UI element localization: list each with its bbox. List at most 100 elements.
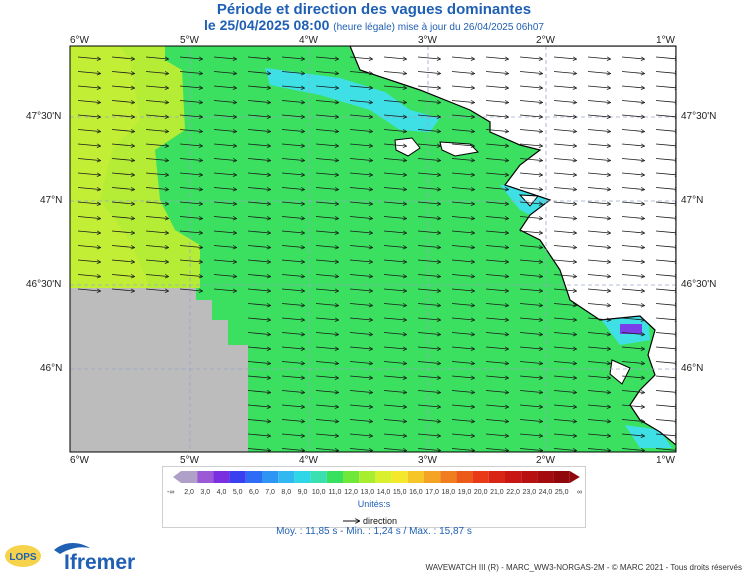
- direction-arrow: [485, 404, 508, 407]
- direction-arrow: [281, 332, 304, 335]
- legend-start-triangle: [173, 471, 181, 483]
- legend-value: 4,0: [217, 489, 227, 496]
- direction-arrow: [655, 56, 676, 59]
- direction-arrow: [213, 201, 236, 204]
- direction-arrow: [349, 114, 372, 117]
- direction-arrow: [587, 201, 610, 204]
- direction-arrow: [315, 259, 338, 262]
- legend-swatch: [440, 471, 457, 483]
- legend-value: 10,0: [312, 489, 326, 496]
- direction-arrow: [383, 448, 406, 451]
- direction-arrow: [315, 158, 338, 161]
- direction-arrow: [315, 390, 338, 393]
- direction-arrow: [451, 56, 474, 59]
- direction-arrow: [247, 100, 270, 103]
- legend-value: 21,0: [490, 489, 504, 496]
- direction-arrow: [485, 448, 508, 451]
- direction-arrow: [281, 288, 304, 291]
- direction-arrow: [621, 448, 644, 451]
- lops-logo-icon: LOPS: [5, 545, 41, 567]
- direction-arrow: [655, 129, 676, 132]
- direction-arrow: [587, 85, 610, 88]
- direction-arrow: [655, 201, 676, 204]
- direction-arrow: [621, 143, 644, 146]
- direction-arrow: [485, 56, 508, 59]
- direction-arrow: [587, 187, 610, 190]
- legend-value: 24,0: [539, 489, 553, 496]
- direction-arrow: [417, 172, 440, 175]
- direction-arrow: [145, 274, 168, 277]
- direction-arrow: [281, 390, 304, 393]
- direction-arrow: [77, 129, 100, 132]
- direction-arrow: [111, 56, 134, 59]
- direction-arrow: [485, 390, 508, 393]
- direction-arrow: [383, 230, 406, 233]
- no-data-zone: [70, 288, 248, 452]
- direction-arrow: [349, 71, 372, 74]
- direction-arrow: [315, 71, 338, 74]
- direction-arrow: [383, 114, 406, 117]
- legend-end-triangle: [569, 471, 580, 483]
- direction-arrow: [655, 448, 676, 451]
- direction-arrow: [247, 375, 270, 378]
- direction-arrow: [383, 303, 406, 306]
- direction-arrow: [247, 332, 270, 335]
- lon-tick-bottom: 4°W: [299, 455, 318, 466]
- direction-arrow: [349, 332, 372, 335]
- direction-arrow: [655, 85, 676, 88]
- direction-arrow: [655, 361, 676, 364]
- direction-arrow: [145, 172, 168, 175]
- direction-arrow: [587, 129, 610, 132]
- direction-arrow: [621, 114, 644, 117]
- direction-arrow: [281, 317, 304, 320]
- direction-arrow: [519, 172, 542, 175]
- direction-arrow: [383, 404, 406, 407]
- direction-arrow: [655, 172, 676, 175]
- direction-arrow: [621, 172, 644, 175]
- legend-value: 23,0: [522, 489, 536, 496]
- direction-arrow: [145, 201, 168, 204]
- direction-arrow: [417, 129, 440, 132]
- direction-arrow: [145, 114, 168, 117]
- lon-tick-bottom: 5°W: [180, 455, 199, 466]
- lon-tick-bottom: 3°W: [418, 455, 437, 466]
- direction-arrow: [655, 216, 676, 219]
- legend-value: 3,0: [200, 489, 210, 496]
- direction-arrow: [553, 274, 576, 277]
- direction-arrow: [485, 114, 508, 117]
- direction-arrow: [315, 346, 338, 349]
- ifremer-logo: Ifremer: [64, 551, 136, 574]
- legend-swatch: [245, 471, 262, 483]
- direction-arrow: [655, 114, 676, 117]
- direction-arrow: [553, 230, 576, 233]
- direction-arrow: [349, 346, 372, 349]
- direction-arrow: [213, 100, 236, 103]
- legend-value: 13,0: [360, 489, 374, 496]
- legend-swatch: [553, 471, 570, 483]
- legend-value: 7,0: [265, 489, 275, 496]
- direction-arrow: [315, 230, 338, 233]
- direction-arrow: [519, 288, 542, 291]
- legend-value: 2,0: [184, 489, 194, 496]
- direction-arrow: [519, 274, 542, 277]
- direction-arrow: [383, 288, 406, 291]
- direction-arrow: [485, 361, 508, 364]
- direction-arrow: [349, 245, 372, 248]
- direction-arrow: [451, 346, 474, 349]
- direction-arrow: [179, 187, 202, 190]
- direction-arrow: [247, 56, 270, 59]
- direction-arrow: [621, 332, 644, 335]
- direction-arrow: [485, 375, 508, 378]
- direction-arrow: [417, 433, 440, 436]
- legend-swatch: [488, 471, 505, 483]
- direction-arrow: [281, 230, 304, 233]
- direction-arrow: [587, 448, 610, 451]
- direction-arrow: [519, 129, 542, 132]
- direction-arrow: [621, 201, 644, 204]
- direction-arrow: [485, 143, 508, 146]
- legend-swatch: [391, 471, 408, 483]
- direction-arrow: [315, 404, 338, 407]
- update-note: (heure légale) mise à jour du 26/04/2025…: [333, 22, 544, 33]
- direction-arrow: [655, 230, 676, 233]
- direction-arrow: [349, 404, 372, 407]
